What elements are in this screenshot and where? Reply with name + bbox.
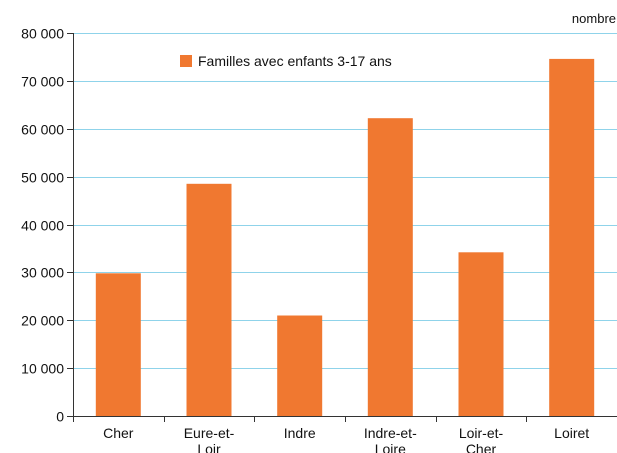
y-tick-label: 60 000: [21, 122, 64, 138]
legend-swatch: [180, 55, 192, 67]
x-tick-label: Indre: [284, 425, 316, 441]
legend-label: Familles avec enfants 3-17 ans: [198, 53, 392, 69]
y-tick-label: 50 000: [21, 170, 64, 186]
legend: Familles avec enfants 3-17 ans: [180, 53, 392, 69]
bars: [95, 58, 595, 417]
unit-label: nombre: [572, 11, 616, 26]
x-tick-label: Cher: [103, 425, 134, 441]
bar: [277, 315, 323, 416]
y-tick-label: 40 000: [21, 218, 64, 234]
x-tick-label: Loiret: [554, 425, 589, 441]
y-tick-label: 20 000: [21, 313, 64, 329]
y-tick-label: 80 000: [21, 26, 64, 42]
y-tick-label: 10 000: [21, 361, 64, 377]
x-axis: Cher Eure-et-Loir Indre Indre-et-Loire Loir-…: [73, 416, 617, 453]
y-tick-label: 0: [56, 409, 64, 425]
x-tick-label: Indre-et-Loire: [364, 425, 417, 453]
gridlines: [73, 33, 617, 369]
bar: [367, 118, 413, 416]
bar: [549, 58, 595, 417]
x-tick-label: Loir-et-Cher: [459, 425, 504, 453]
bar: [186, 183, 232, 416]
bar: [95, 273, 141, 416]
y-axis: 0 10 000 20 000 30 000 40 000 50 000 60 000 70 …: [21, 26, 74, 425]
x-tick-label: Eure-et-Loir: [184, 425, 235, 453]
bar: [458, 252, 504, 416]
y-tick-label: 70 000: [21, 74, 64, 90]
y-tick-label: 30 000: [21, 265, 64, 281]
